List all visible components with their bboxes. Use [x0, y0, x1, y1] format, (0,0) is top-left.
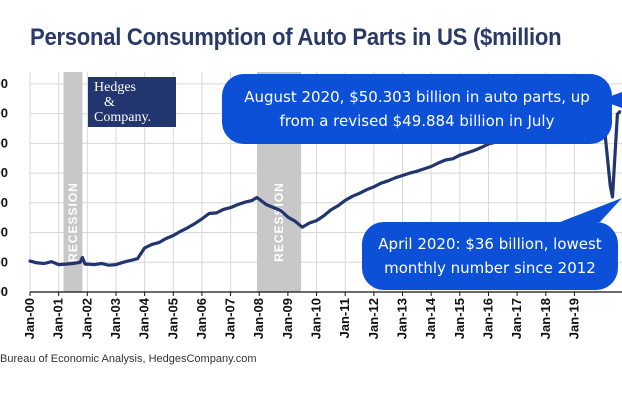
x-tick-label: Jan-05 — [165, 298, 180, 339]
x-tick-label: Jan-06 — [194, 298, 209, 339]
logo-line-2: & — [104, 95, 115, 110]
arrow-april — [560, 198, 622, 222]
recession-label: RECESSION — [66, 182, 80, 262]
y-tick-label: 000 — [0, 195, 8, 210]
y-tick-label: 000 — [0, 165, 8, 180]
callout-august-2020: August 2020, $50.303 billion in auto par… — [222, 74, 612, 144]
x-tick-label: Jan-04 — [137, 297, 152, 339]
x-tick-label: Jan-15 — [452, 298, 467, 339]
y-tick-label: 000 — [0, 76, 8, 91]
callout-april-2020: April 2020: $36 billion, lowest monthly … — [362, 222, 618, 290]
logo-line-1: Hedges — [94, 80, 136, 95]
y-tick-label: 000 — [0, 135, 8, 150]
x-tick-label: Jan-01 — [51, 298, 66, 339]
x-tick-label: Jan-17 — [509, 298, 524, 339]
x-tick-label: Jan-07 — [223, 298, 238, 339]
axes: 000 000 000 000 000 000 000 000 Jan-00 Jan-01 Jan-… — [0, 76, 622, 339]
hedges-company-logo: Hedges & Company. — [88, 77, 176, 127]
recession-label: RECESSION — [272, 182, 286, 262]
x-tick-label: Jan-19 — [566, 298, 581, 339]
source-note: Bureau of Economic Analysis, HedgesCompa… — [0, 353, 257, 365]
recession-band — [63, 72, 83, 292]
logo-line-3: Company. — [94, 110, 152, 125]
x-tick-label: Jan-16 — [480, 298, 495, 339]
y-tick-label: 000 — [0, 106, 8, 121]
x-tick-label: Jan-00 — [22, 298, 37, 339]
x-tick-label: Jan-02 — [79, 298, 94, 339]
y-tick-label: 000 — [0, 284, 8, 299]
x-tick-label: Jan-18 — [538, 298, 553, 339]
x-tick-label: Jan-10 — [309, 298, 324, 339]
x-tick-label: Jan-09 — [280, 298, 295, 339]
x-tick-label: Jan-03 — [108, 298, 123, 339]
x-tick-label: Jan-14 — [423, 297, 438, 339]
x-tick-label: Jan-12 — [366, 298, 381, 339]
x-tick-label: Jan-08 — [251, 298, 266, 339]
x-tick-label: Jan-13 — [395, 298, 410, 339]
chart-title: Personal Consumption of Auto Parts in US… — [30, 24, 562, 51]
y-tick-label: 000 — [0, 225, 8, 240]
x-tick-label: Jan-11 — [337, 298, 352, 338]
y-tick-label: 000 — [0, 254, 8, 269]
